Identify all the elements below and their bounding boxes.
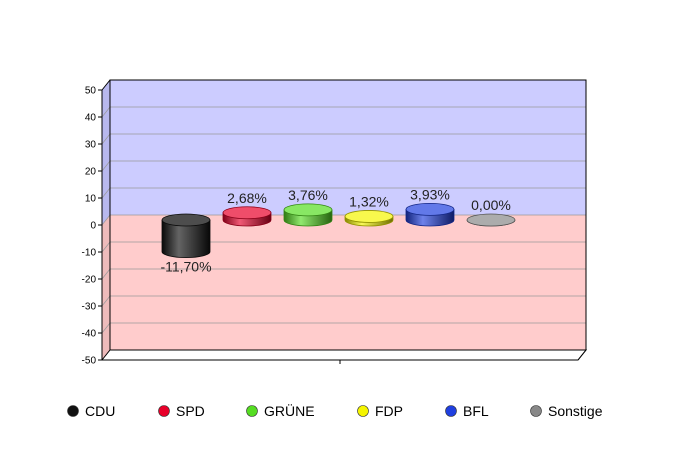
floor [100, 349, 588, 361]
data-label-grüne: 3,76% [288, 187, 328, 203]
legend-item-fdp: FDP [357, 403, 403, 419]
y-tick-label: -30 [82, 302, 97, 313]
legend-item-spd: SPD [158, 403, 205, 419]
gridline-side [101, 133, 111, 145]
legend-marker [158, 405, 170, 417]
bar-top [283, 203, 333, 217]
bar-sonstige [466, 213, 516, 227]
y-tick-label: 40 [85, 113, 97, 124]
legend-item-grüne: GRÜNE [246, 402, 315, 419]
legend-label: BFL [463, 403, 489, 419]
legend-item-cdu: CDU [67, 403, 115, 419]
bar-top [344, 210, 394, 223]
legend: CDU SPD GRÜNE FDP BFL Sonstige [67, 402, 603, 419]
bar-spd [222, 206, 272, 227]
y-tick-label: -40 [82, 329, 97, 340]
data-labels: -11,70% 2,68% 3,76% 1,32% 3,93% 0,00% [160, 186, 510, 274]
y-axis: 50 40 30 20 10 0 -10 -20 -30 -40 -50 [82, 79, 587, 367]
side-wall-positive [102, 80, 110, 225]
legend-label: FDP [375, 403, 403, 419]
gridline-side [101, 187, 111, 199]
legend-marker [67, 405, 79, 417]
bar-cdu [161, 213, 211, 258]
legend-label: Sonstige [548, 403, 603, 419]
legend-item-sonstige: Sonstige [530, 403, 603, 419]
legend-marker [530, 405, 542, 417]
data-label-cdu: -11,70% [160, 259, 211, 275]
y-tick-label: -10 [82, 248, 97, 259]
y-tick-label: 0 [90, 221, 96, 232]
data-label-sonstige: 0,00% [471, 197, 511, 213]
y-tick-label: 10 [85, 194, 97, 205]
gridline-side [101, 241, 111, 253]
legend-label: GRÜNE [264, 402, 315, 419]
legend-marker [246, 405, 258, 417]
bar-top [405, 202, 455, 216]
gridline-side [101, 106, 111, 118]
bars [161, 202, 516, 258]
positive-region [110, 80, 586, 215]
bar-fdp [344, 210, 394, 227]
y-tick-label: -50 [82, 356, 97, 367]
gridline-side [101, 214, 111, 226]
y-tick-label: -20 [82, 275, 97, 286]
data-label-fdp: 1,32% [349, 193, 389, 209]
data-label-spd: 2,68% [227, 190, 267, 206]
frame-edge [101, 79, 111, 91]
y-tick-label: 30 [85, 140, 97, 151]
legend-label: CDU [85, 403, 115, 419]
bar-top [466, 213, 516, 227]
bar-top [161, 213, 211, 227]
back-wall-frame [109, 79, 587, 351]
side-wall-negative [102, 215, 110, 360]
y-tick-label: 20 [85, 167, 97, 178]
data-label-bfl: 3,93% [410, 186, 450, 202]
gridline-side [101, 322, 111, 334]
legend-item-bfl: BFL [445, 403, 489, 419]
y-tick-label: 50 [85, 86, 97, 97]
gridline-side [101, 295, 111, 307]
frame-edge [577, 349, 587, 361]
bar-bfl [405, 202, 455, 227]
bar-top [222, 206, 272, 220]
legend-label: SPD [176, 403, 205, 419]
legend-marker [445, 405, 457, 417]
legend-marker [357, 405, 369, 417]
bar-grüne [283, 203, 333, 227]
gridline-side [101, 268, 111, 280]
bar-body [161, 219, 211, 258]
gridline-side [101, 160, 111, 172]
